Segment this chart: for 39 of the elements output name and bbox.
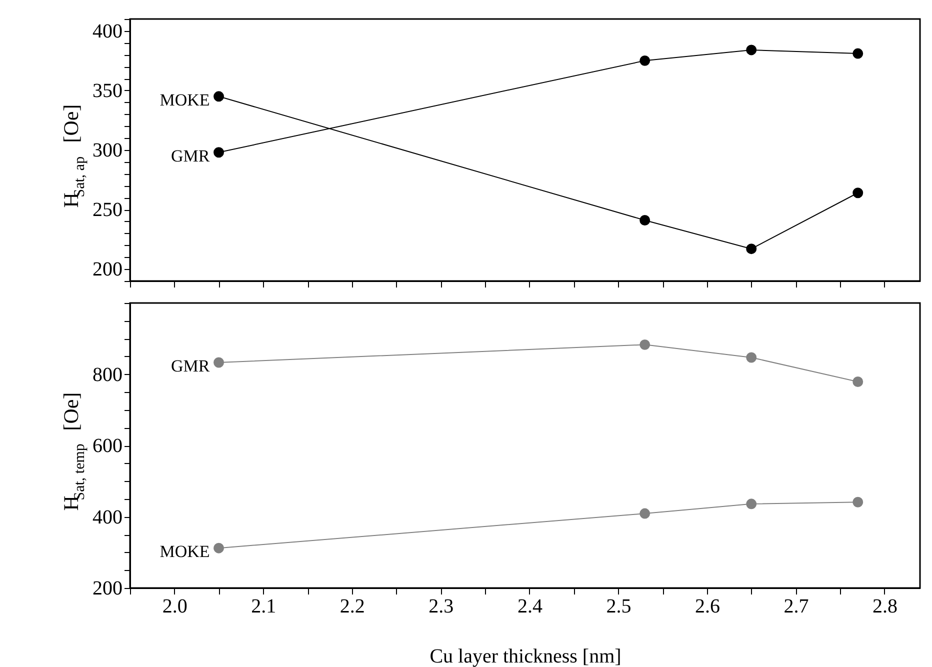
point <box>852 496 864 508</box>
y-tick-label: 200 <box>92 258 122 281</box>
x-tick-label: 2.6 <box>694 596 720 618</box>
point <box>746 244 757 254</box>
point <box>746 44 757 56</box>
y-tick-label: 400 <box>92 20 122 42</box>
series-label: MOKE <box>160 542 210 562</box>
point <box>214 91 224 102</box>
x-tick-label: 2.0 <box>162 596 188 618</box>
point <box>640 339 650 350</box>
x-tick-label: 2.8 <box>872 596 898 618</box>
point <box>640 55 650 66</box>
y-tick-label: 800 <box>92 364 122 386</box>
point <box>852 48 864 59</box>
x-tick-label: 2.7 <box>784 596 809 618</box>
point <box>746 352 757 363</box>
y-tick-label: 250 <box>92 199 122 222</box>
series-label: GMR <box>171 356 210 376</box>
y-tick-label: 600 <box>92 435 122 457</box>
y-tick-label: 400 <box>92 506 122 528</box>
point <box>214 542 224 554</box>
x-tick-label: 2.3 <box>428 596 454 618</box>
point <box>640 215 650 226</box>
x-tick-label: 2.4 <box>517 596 542 618</box>
point <box>640 508 650 519</box>
y-tick-label: 350 <box>92 80 122 102</box>
point <box>214 357 224 368</box>
y-tick-label: 300 <box>92 140 122 162</box>
point <box>852 376 864 387</box>
series-label: MOKE <box>160 90 210 110</box>
series-label: GMR <box>171 146 210 166</box>
y-tick-label: 200 <box>92 578 122 600</box>
x-tick-label: 2.2 <box>340 596 365 618</box>
point <box>214 147 224 158</box>
point <box>852 188 864 198</box>
x-axis-title: Cu layer thickness [nm] <box>430 646 622 667</box>
x-tick-label: 2.1 <box>251 596 276 618</box>
x-tick-label: 2.5 <box>606 596 632 618</box>
point <box>746 498 757 510</box>
